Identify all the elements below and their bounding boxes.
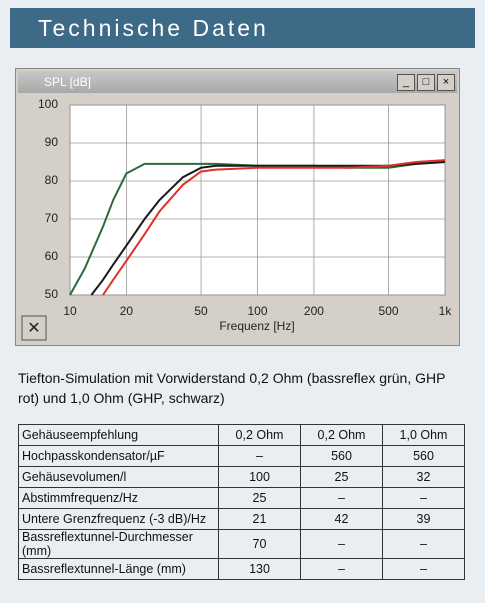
table-cell: 0,2 Ohm [218,424,301,446]
x-tick-label: 100 [247,304,267,318]
header-title: Technische Daten [38,15,269,41]
table-cell: 0,2 Ohm [300,424,383,446]
table-cell: 100 [218,466,301,488]
x-axis-label: Frequenz [Hz] [219,319,294,333]
spec-table: Gehäuseempfehlung 0,2 Ohm 0,2 Ohm 1,0 Ohm Ho… [18,424,465,580]
table-row: Bassreflextunnel-Länge (mm) 130– – [18,558,465,580]
table-cell: Gehäuseempfehlung [18,424,219,446]
table-cell: 70 [218,529,301,559]
chart: ✕ Frequenz [Hz] 50 60 70 80 90 100 10 20 50 100 20… [21,97,453,341]
table-cell: 130 [218,558,301,580]
y-tick-label: 100 [38,97,58,111]
table-cell: 42 [300,508,383,530]
header-banner: Technische Daten [10,8,475,48]
x-tick-label: 20 [120,304,134,318]
table-cell: Bassreflextunnel-Durchmesser (mm) [18,529,219,559]
table-cell: 21 [218,508,301,530]
curve [102,159,446,296]
table-row: Gehäuseempfehlung 0,2 Ohm 0,2 Ohm 1,0 Ohm [18,424,465,446]
title-bar: SPL [dB] _ □ × [18,71,457,93]
x-tick-label: 10 [63,304,77,318]
x-tick-label: 200 [304,304,324,318]
table-cell: Abstimmfrequenz/Hz [18,487,219,509]
table-cell: – [218,445,301,467]
minimize-button[interactable]: _ [397,74,415,91]
y-tick-label: 60 [45,249,59,263]
table-cell: Untere Grenzfrequenz (-3 dB)/Hz [18,508,219,530]
y-tick-label: 50 [45,287,59,301]
table-cell: 39 [382,508,465,530]
table-cell: 1,0 Ohm [382,424,465,446]
x-tick-label: 500 [379,304,399,318]
close-button[interactable]: × [437,74,455,91]
table-cell: – [300,558,383,580]
table-cell: 25 [218,487,301,509]
window-title: SPL [dB] [44,75,91,89]
table-cell: Gehäusevolumen/l [18,466,219,488]
table-cell: 560 [382,445,465,467]
table-cell: – [300,487,383,509]
tool-button[interactable] [21,315,47,341]
table-cell: 560 [300,445,383,467]
table-cell: Hochpasskondensator/µF [18,445,219,467]
maximize-button[interactable]: □ [417,74,435,91]
y-tick-label: 80 [45,173,59,187]
table-cell: – [300,529,383,559]
table-row: Hochpasskondensator/µF –560 560 [18,445,465,467]
table-row: Gehäusevolumen/l 100 25 32 [18,466,465,488]
table-cell: 25 [300,466,383,488]
table-cell: – [382,487,465,509]
x-tick-label: 50 [194,304,208,318]
table-cell: 32 [382,466,465,488]
table-row: Abstimmfrequenz/Hz 25– – [18,487,465,509]
y-tick-label: 70 [45,211,59,225]
tool-icon: ✕ [27,320,40,337]
x-tick-label: 1k [439,304,453,318]
caption: Tiefton-Simulation mit Vorwiderstand 0,2… [18,370,446,406]
table-cell: Bassreflextunnel-Länge (mm) [18,558,219,580]
y-tick-label: 90 [45,135,59,149]
table-row: Bassreflextunnel-Durchmesser (mm) 70– – [18,529,465,559]
table-cell: – [382,558,465,580]
table-row: Untere Grenzfrequenz (-3 dB)/Hz 21 42 39 [18,508,465,530]
table-cell: – [382,529,465,559]
